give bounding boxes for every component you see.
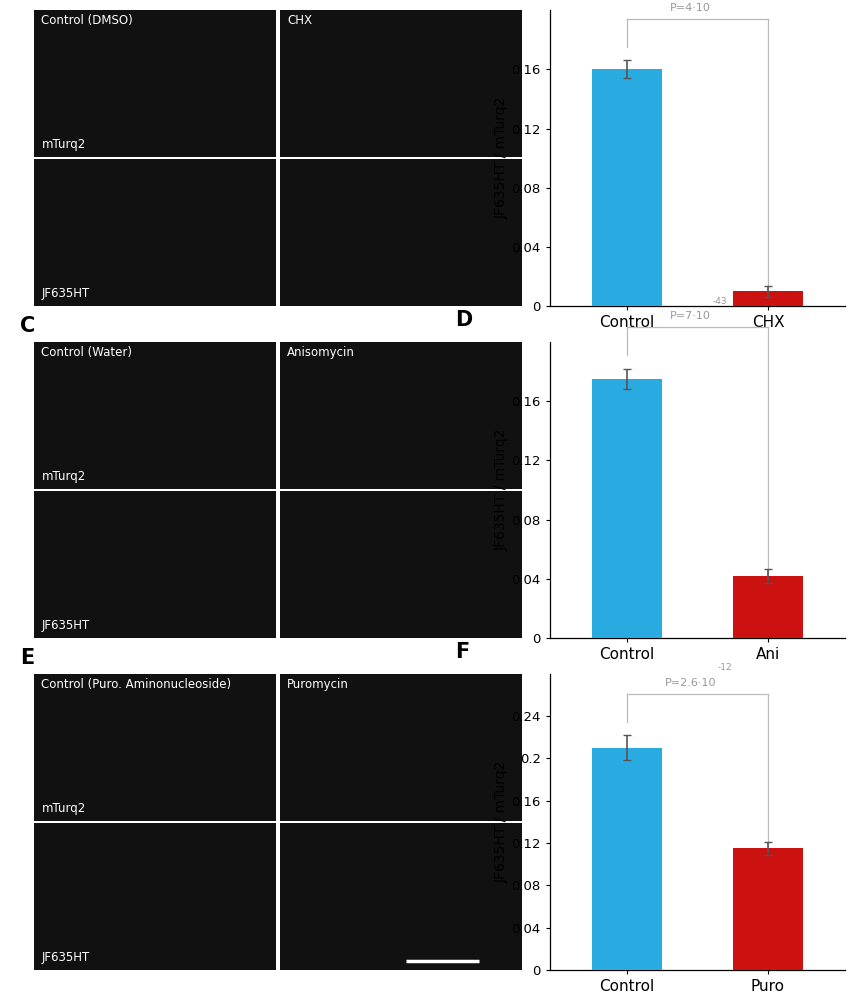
Text: Control (DMSO): Control (DMSO) bbox=[42, 14, 133, 27]
Text: -43: -43 bbox=[711, 297, 726, 306]
Bar bbox=[591, 379, 662, 638]
Text: mTurq2: mTurq2 bbox=[42, 802, 85, 815]
Bar bbox=[591, 69, 662, 306]
Bar bbox=[591, 748, 662, 970]
Text: D: D bbox=[455, 310, 472, 330]
Text: P=2.6·10: P=2.6·10 bbox=[664, 678, 716, 688]
Text: E: E bbox=[20, 648, 34, 668]
Y-axis label: JF635HT / mTurq2: JF635HT / mTurq2 bbox=[494, 429, 508, 551]
Text: F: F bbox=[455, 642, 468, 662]
Bar bbox=[732, 291, 803, 306]
Text: JF635HT: JF635HT bbox=[42, 951, 90, 964]
Bar bbox=[732, 576, 803, 638]
Text: -12: -12 bbox=[717, 663, 731, 672]
Y-axis label: JF635HT / mTurq2: JF635HT / mTurq2 bbox=[494, 761, 508, 883]
Text: mTurq2: mTurq2 bbox=[42, 138, 85, 151]
Bar bbox=[732, 848, 803, 970]
Text: mTurq2: mTurq2 bbox=[42, 470, 85, 483]
Text: C: C bbox=[20, 316, 35, 336]
Text: CHX: CHX bbox=[287, 14, 312, 27]
Text: Control (Water): Control (Water) bbox=[42, 346, 132, 359]
Text: A: A bbox=[20, 0, 36, 4]
Y-axis label: JF635HT / mTurq2: JF635HT / mTurq2 bbox=[494, 97, 508, 219]
Text: Puromycin: Puromycin bbox=[287, 678, 349, 691]
Text: JF635HT: JF635HT bbox=[42, 287, 90, 300]
Text: P=4·10: P=4·10 bbox=[670, 3, 711, 13]
Text: Anisomycin: Anisomycin bbox=[287, 346, 355, 359]
Text: P=7·10: P=7·10 bbox=[670, 311, 711, 321]
Text: Control (Puro. Aminonucleoside): Control (Puro. Aminonucleoside) bbox=[42, 678, 231, 691]
Text: JF635HT: JF635HT bbox=[42, 619, 90, 632]
